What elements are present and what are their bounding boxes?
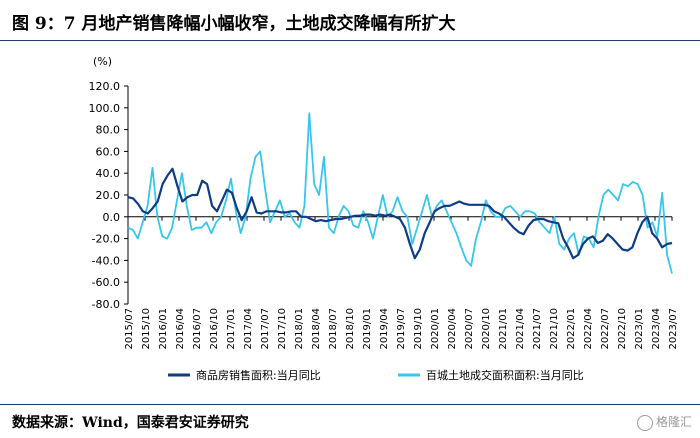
x-tick-label: 2017/04 (243, 308, 254, 350)
x-tick-label: 2021/01 (498, 308, 509, 350)
x-tick-label: 2021/07 (532, 308, 543, 350)
x-tick-label: 2017/07 (260, 308, 271, 350)
y-tick-label: 80.0 (96, 124, 121, 137)
y-tick-label: 120.0 (89, 80, 121, 93)
legend-label-0: 商品房销售面积:当月同比 (196, 368, 321, 382)
x-tick-label: 2019/04 (379, 308, 390, 350)
x-tick-label: 2017/01 (226, 308, 237, 350)
x-tick-label: 2017/10 (277, 308, 288, 350)
x-tick-label: 2016/07 (192, 308, 203, 350)
series-lines (127, 112, 673, 274)
y-tick-label: 40.0 (96, 167, 121, 180)
y-unit-label: (%) (93, 55, 112, 68)
x-tick-label: 2016/04 (175, 308, 186, 350)
y-tick-label: 20.0 (96, 189, 121, 202)
y-tick-label: 100.0 (89, 102, 121, 115)
watermark-logo-icon (636, 414, 653, 431)
x-tick-label: 2020/07 (464, 308, 475, 350)
x-tick-label: 2016/10 (209, 308, 220, 350)
y-tick-label: 60.0 (96, 145, 121, 158)
line-chart: (%) 120.0 100.0 80.0 60.0 40.0 20.0 0.0 -20.0 -4… (89, 55, 680, 382)
x-tick-label: 2018/04 (311, 308, 322, 350)
x-tick-label: 2021/10 (549, 308, 560, 350)
x-tick-label: 2015/07 (124, 308, 135, 350)
source-note: 数据来源：Wind，国泰君安证券研究 (12, 415, 249, 431)
y-tick-label: -80.0 (92, 298, 120, 311)
x-tick-label: 2020/01 (430, 308, 441, 350)
x-tick-label: 2018/01 (294, 308, 305, 350)
x-tick-label: 2015/10 (141, 308, 152, 350)
watermark-text: 格隆汇 (655, 415, 692, 429)
legend-label-1: 百城土地成交面积面积:当月同比 (426, 368, 584, 382)
x-tick-label: 2019/07 (396, 308, 407, 350)
y-tick-label: -40.0 (92, 254, 120, 267)
x-tick-label: 2016/01 (158, 308, 169, 350)
x-tick-label: 2018/07 (328, 308, 339, 350)
x-axis: 2015/07 2015/10 2016/01 2016/04 2016/07 2016/… (124, 216, 679, 350)
source-bar: 数据来源：Wind，国泰君安证券研究 格隆汇 (0, 404, 700, 438)
x-tick-label: 2022/01 (566, 308, 577, 350)
legend: 商品房销售面积:当月同比 百城土地成交面积面积:当月同比 (168, 368, 584, 382)
x-tick-label: 2023/04 (651, 308, 662, 350)
x-tick-label: 2019/10 (413, 308, 424, 350)
x-tick-label: 2019/01 (362, 308, 373, 350)
x-tick-label: 2022/10 (617, 308, 628, 350)
y-tick-label: 0.0 (103, 211, 121, 224)
figure-title: 图 9：7 月地产销售降幅小幅收窄，土地成交降幅有所扩大 (12, 14, 456, 34)
x-tick-label: 2021/04 (515, 308, 526, 350)
x-tick-label: 2018/10 (345, 308, 356, 350)
title-bar: 图 9：7 月地产销售降幅小幅收窄，土地成交降幅有所扩大 (0, 0, 700, 41)
x-tick-label: 2022/07 (600, 308, 611, 350)
y-tick-label: -20.0 (92, 233, 120, 246)
y-tick-label: -60.0 (92, 276, 120, 289)
x-tick-label: 2020/04 (447, 308, 458, 350)
x-tick-label: 2023/07 (668, 308, 679, 350)
x-tick-label: 2020/10 (481, 308, 492, 350)
series-line-0 (127, 167, 673, 260)
x-tick-label: 2023/01 (634, 308, 645, 350)
y-axis: 120.0 100.0 80.0 60.0 40.0 20.0 0.0 -20.0 -40.0 -… (89, 80, 129, 311)
x-tick-label: 2022/04 (583, 308, 594, 350)
watermark: 格隆汇 (636, 413, 692, 431)
